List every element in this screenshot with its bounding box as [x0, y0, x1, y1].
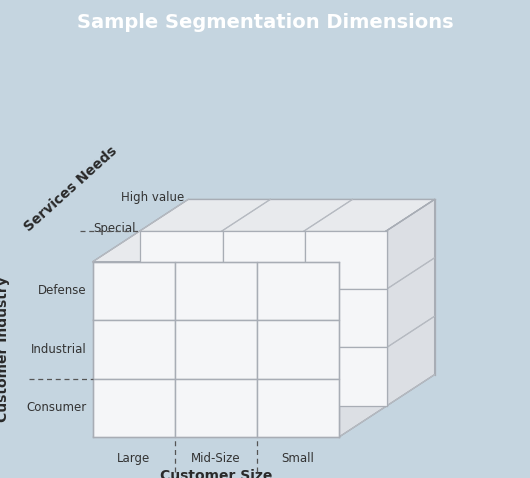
Polygon shape	[257, 320, 339, 379]
Text: Small: Small	[281, 452, 315, 465]
Polygon shape	[257, 379, 339, 437]
Text: Defense: Defense	[38, 284, 86, 297]
Text: Customer Industry: Customer Industry	[0, 276, 10, 422]
Polygon shape	[93, 320, 175, 379]
Text: Sample Segmentation Dimensions: Sample Segmentation Dimensions	[77, 13, 453, 32]
Text: Services Needs: Services Needs	[22, 144, 120, 235]
Polygon shape	[339, 199, 435, 437]
Text: Special: Special	[94, 222, 136, 235]
Polygon shape	[140, 230, 223, 289]
Text: High value: High value	[121, 191, 184, 204]
Polygon shape	[223, 230, 305, 289]
Polygon shape	[140, 348, 223, 406]
Polygon shape	[223, 289, 305, 348]
Polygon shape	[305, 348, 387, 406]
Polygon shape	[140, 289, 223, 348]
Text: Industrial: Industrial	[31, 343, 86, 356]
Polygon shape	[257, 261, 339, 320]
Polygon shape	[305, 230, 387, 289]
Polygon shape	[93, 379, 175, 437]
Polygon shape	[175, 320, 257, 379]
Text: Large: Large	[117, 452, 151, 465]
Polygon shape	[175, 379, 257, 437]
Polygon shape	[223, 348, 305, 406]
Text: Mid-Size: Mid-Size	[191, 452, 241, 465]
Text: Consumer: Consumer	[26, 401, 86, 414]
Polygon shape	[93, 199, 435, 261]
Text: Customer Size: Customer Size	[160, 469, 272, 478]
Polygon shape	[305, 289, 387, 348]
Polygon shape	[175, 261, 257, 320]
Polygon shape	[93, 261, 175, 320]
